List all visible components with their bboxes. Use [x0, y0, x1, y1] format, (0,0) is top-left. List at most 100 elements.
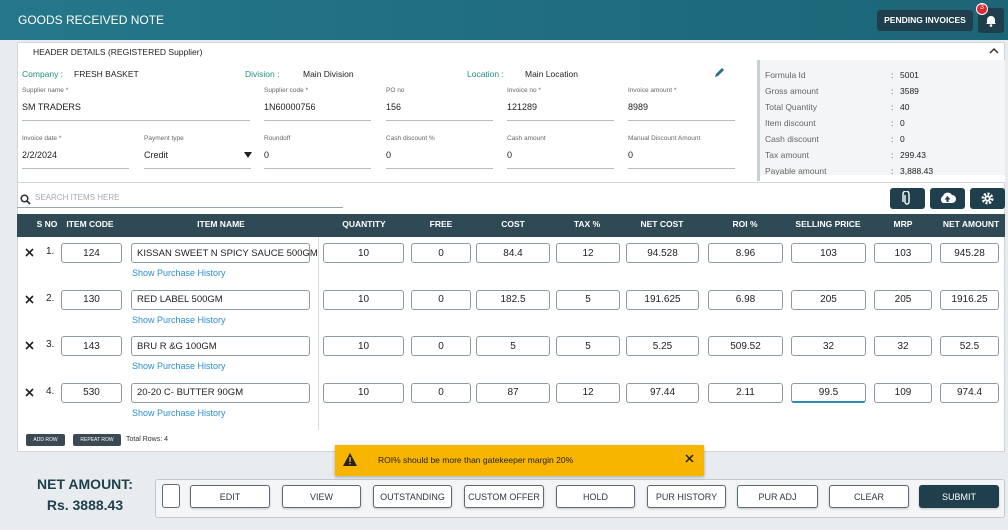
location-value: Main Location: [525, 69, 578, 79]
footer-button[interactable]: SUBMIT: [919, 485, 999, 508]
table-cell[interactable]: 20-20 C- BUTTER 90GM: [131, 382, 310, 403]
table-cell[interactable]: 32: [791, 336, 866, 356]
edit-icon[interactable]: [714, 67, 725, 78]
attach-button[interactable]: [890, 188, 925, 209]
table-cell[interactable]: BRU R &G 100GM: [131, 336, 310, 356]
table-cell[interactable]: 99.5: [791, 382, 866, 403]
table-cell[interactable]: 5: [476, 336, 550, 356]
field-underline: [386, 120, 493, 121]
field-value[interactable]: 2/2/2024: [22, 150, 58, 160]
footer-button[interactable]: PUR HISTORY: [647, 485, 726, 508]
table-cell[interactable]: 12: [556, 382, 620, 403]
repeat-row-button[interactable]: REPEAT ROW: [73, 434, 121, 446]
divider: [17, 182, 1005, 183]
table-cell[interactable]: 8.96: [708, 243, 783, 263]
table-cell[interactable]: 84.4: [476, 243, 550, 263]
purchase-history-link[interactable]: Show Purchase History: [132, 407, 226, 418]
field-value[interactable]: SM TRADERS: [22, 102, 81, 112]
table-cell[interactable]: 1916.25: [940, 289, 999, 310]
footer-button[interactable]: CUSTOM OFFER: [464, 485, 544, 508]
field-label: Invoice amount *: [628, 87, 677, 94]
badge: [976, 3, 988, 15]
summary-label: Tax amount: [765, 150, 809, 160]
footer-button[interactable]: PUR ADJ: [737, 485, 818, 508]
table-cell[interactable]: 0: [411, 336, 471, 356]
table-cell[interactable]: 94.528: [626, 243, 699, 263]
table-cell[interactable]: 103: [874, 243, 932, 263]
table-cell[interactable]: 130: [61, 289, 122, 310]
table-cell[interactable]: 974.4: [940, 382, 999, 403]
table-cell[interactable]: 10: [323, 336, 404, 356]
pending-button[interactable]: [877, 10, 973, 31]
table-cell[interactable]: 0: [411, 289, 471, 310]
search-icon: [20, 194, 31, 205]
remove-row-icon[interactable]: [25, 387, 34, 397]
add-row-button[interactable]: ADD ROW: [26, 434, 65, 446]
close-toast-icon[interactable]: [685, 454, 694, 463]
table-cell[interactable]: 0: [411, 243, 471, 263]
table-cell[interactable]: 109: [874, 382, 932, 403]
field-value[interactable]: 0: [628, 150, 634, 160]
purchase-history-link[interactable]: Show Purchase History: [132, 314, 226, 325]
field-underline: [507, 168, 614, 169]
chevron-icon[interactable]: [988, 45, 1000, 57]
footer-button[interactable]: EDIT: [190, 485, 270, 508]
checkbox[interactable]: [162, 484, 180, 508]
table-cell[interactable]: 5.25: [626, 336, 699, 356]
field-value[interactable]: 156: [386, 102, 402, 112]
dropdown-arrow[interactable]: [244, 151, 252, 159]
table-cell[interactable]: 191.625: [626, 289, 699, 310]
field-value[interactable]: 1N60000756: [264, 102, 316, 112]
table-cell[interactable]: 10: [323, 289, 404, 310]
field-value[interactable]: 8989: [628, 102, 649, 112]
top-bar: [0, 0, 1008, 40]
field-value[interactable]: 0: [507, 150, 513, 160]
summary-label: Gross amount: [765, 86, 819, 96]
table-cell[interactable]: 2.11: [708, 382, 783, 403]
table-cell[interactable]: 5: [556, 289, 620, 310]
row-number: 2.: [46, 292, 55, 304]
field-underline: [628, 168, 735, 169]
table-cell[interactable]: 32: [874, 336, 932, 356]
table-cell[interactable]: 10: [323, 382, 404, 403]
purchase-history-link[interactable]: Show Purchase History: [132, 268, 226, 278]
remove-row-icon[interactable]: [25, 341, 34, 350]
table-cell[interactable]: 87: [476, 382, 550, 403]
table-cell[interactable]: 6.98: [708, 289, 783, 310]
table-cell[interactable]: 52.5: [940, 336, 999, 356]
field-label: Payment type: [144, 135, 184, 142]
footer-button[interactable]: CLEAR: [829, 485, 909, 508]
table-cell[interactable]: 97.44: [626, 382, 699, 403]
search-input[interactable]: SEARCH ITEMS HERE: [35, 193, 120, 202]
purchase-history-link[interactable]: Show Purchase History: [132, 361, 226, 371]
summary-label: Payable amount: [765, 166, 827, 176]
remove-row-icon[interactable]: [25, 248, 34, 257]
field-value[interactable]: Credit: [144, 150, 169, 160]
footer-button[interactable]: OUTSTANDING: [373, 485, 452, 508]
table-cell[interactable]: 530: [61, 382, 122, 403]
table-cell[interactable]: 509.52: [708, 336, 783, 356]
footer-button[interactable]: HOLD: [556, 485, 635, 508]
field-value[interactable]: 0: [386, 150, 392, 160]
bell-icon: [986, 16, 996, 27]
table-cell[interactable]: 124: [61, 243, 122, 263]
table-cell[interactable]: 12: [556, 243, 620, 263]
table-cell[interactable]: 10: [323, 243, 404, 263]
table-cell[interactable]: 5: [556, 336, 620, 356]
field-value[interactable]: 0: [264, 150, 270, 160]
table-cell[interactable]: 182.5: [476, 289, 550, 310]
column-header: NET COST: [640, 219, 684, 229]
field-value[interactable]: 121289: [507, 102, 538, 112]
table-cell[interactable]: 103: [791, 243, 866, 263]
table-cell[interactable]: RED LABEL 500GM: [131, 289, 310, 310]
footer-button[interactable]: VIEW: [282, 485, 361, 508]
table-cell[interactable]: 945.28: [940, 243, 999, 263]
field-underline: [144, 168, 251, 169]
table-cell[interactable]: 143: [61, 336, 122, 356]
table-cell[interactable]: 0: [411, 382, 471, 403]
remove-row-icon[interactable]: [25, 294, 34, 304]
table-cell[interactable]: 205: [874, 289, 932, 310]
table-cell[interactable]: KISSAN SWEET N SPICY SAUCE 500GM: [131, 243, 318, 263]
table-cell[interactable]: 205: [791, 289, 866, 310]
